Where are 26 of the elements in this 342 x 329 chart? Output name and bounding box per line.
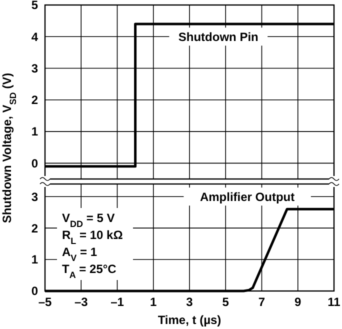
- series-label: Amplifier Output: [200, 190, 295, 204]
- series-label: Shutdown Pin: [178, 30, 258, 44]
- y-tick-label: 1: [31, 124, 38, 139]
- x-tick-label: –3: [74, 295, 88, 309]
- x-tick-label: 11: [328, 295, 341, 309]
- y-tick-label: 2: [31, 221, 38, 236]
- x-axis-title: Time, t (µs): [158, 313, 222, 327]
- x-tick-label: 9: [294, 295, 302, 309]
- y-tick-label: 0: [31, 284, 38, 298]
- y-tick-label: 2: [31, 93, 38, 108]
- x-tick-label: –1: [110, 295, 124, 309]
- annotation: R$_{L}$ = 10 kΩ: [62, 228, 124, 246]
- y-tick-label: 0: [31, 156, 38, 170]
- y-tick-label: 1: [31, 252, 38, 267]
- y-tick-label: 3: [31, 190, 38, 204]
- x-tick-label: –5: [38, 295, 52, 309]
- x-tick-label: 3: [186, 295, 194, 309]
- y-tick-label: 5: [31, 0, 38, 12]
- annotation: A$_{V}$ = 1: [62, 245, 98, 263]
- y-tick-label: 4: [31, 30, 38, 44]
- annotation: V$_{DD}$ = 5 V: [62, 211, 115, 229]
- x-tick-label: 1: [150, 295, 158, 309]
- y-tick-label: 3: [31, 61, 38, 76]
- annotation: T$_{A}$ = 25°C: [62, 262, 117, 280]
- x-tick-label: 7: [258, 295, 266, 309]
- x-tick-label: 5: [222, 295, 230, 309]
